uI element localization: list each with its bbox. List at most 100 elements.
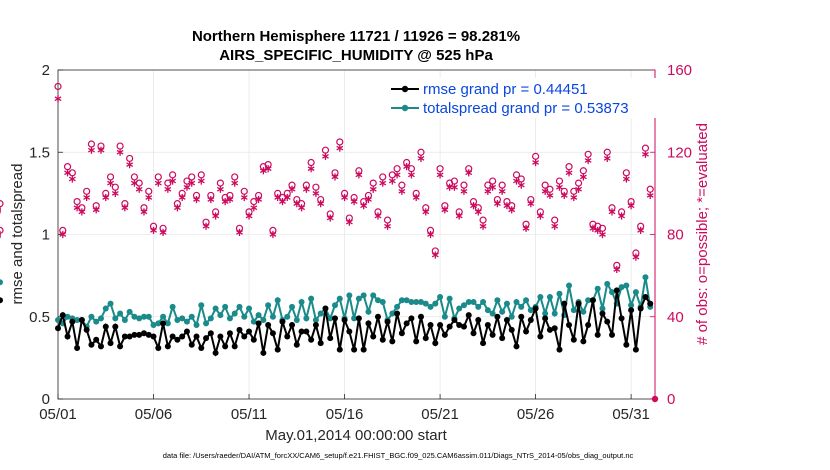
obs-evaluated-point [522, 224, 530, 232]
rmse-point [155, 345, 162, 352]
totalspread-point [422, 300, 429, 307]
asterisk-stroke [546, 193, 554, 198]
obs-evaluated-point [431, 251, 439, 259]
obs-evaluated-point [279, 198, 286, 206]
asterisk-stroke [608, 209, 616, 215]
asterisk-stroke [173, 205, 181, 211]
obs-evaluated-point [102, 193, 110, 202]
rmse-point [460, 323, 467, 330]
obs-evaluated-point [551, 222, 559, 230]
totalspread-point [222, 303, 229, 310]
totalspread-point [93, 318, 100, 325]
rmse-point [250, 336, 257, 343]
obs-evaluated-point [599, 230, 606, 239]
asterisk-stroke [154, 180, 162, 186]
totalspread-point [332, 302, 339, 309]
totalspread-point [169, 303, 176, 310]
totalspread-point [623, 282, 630, 289]
asterisk-stroke [298, 205, 306, 211]
totalspread-point [126, 308, 133, 315]
asterisk-stroke [431, 252, 439, 258]
asterisk-stroke [622, 176, 630, 182]
rmse-point [93, 336, 100, 343]
obs-evaluated-point [470, 202, 477, 210]
obs-evaluated-point [269, 230, 277, 239]
obs-evaluated-point [417, 154, 425, 163]
rmse-point [298, 328, 305, 335]
obs-evaluated-point [183, 183, 191, 191]
totalspread-point [351, 315, 358, 322]
rmse-point [222, 343, 229, 350]
x-axis-label: May.01,2014 00:00:00 start [265, 427, 447, 444]
totalspread-point [136, 315, 143, 322]
asterisk-stroke [360, 203, 368, 209]
obs-evaluated-point [164, 185, 172, 193]
obs-evaluated-point [264, 165, 272, 173]
obs-evaluated-point [78, 208, 86, 216]
rmse-point [236, 326, 243, 333]
y-axis-label: rmse and totalspread [9, 164, 26, 305]
totalspread-point [284, 313, 291, 320]
rmse-point [499, 335, 506, 342]
rmse-point [489, 331, 496, 338]
obs-evaluated-point [618, 212, 626, 220]
obs-evaluated-point [317, 200, 325, 208]
rmse-point [513, 343, 520, 350]
obs-evaluated-point [422, 208, 430, 216]
asterisk-stroke [603, 156, 611, 161]
obs-evaluated-point [546, 191, 554, 200]
asterisk-stroke [479, 223, 487, 229]
totalspread-point [599, 305, 606, 312]
rmse-point [193, 333, 200, 340]
obs-evaluated-point [216, 185, 224, 193]
asterisk-stroke [68, 176, 76, 182]
obs-evaluated-point [154, 179, 162, 187]
totalspread-point [112, 315, 119, 322]
asterisk-stroke [388, 178, 396, 184]
rmse-point [609, 331, 616, 338]
obs-evaluated-point [508, 206, 516, 214]
rmse-point [556, 346, 563, 353]
legend-rmse-marker [401, 85, 409, 93]
asterisk-stroke [150, 228, 157, 233]
asterisk-stroke [364, 197, 372, 202]
rmse-point [465, 312, 472, 319]
asterisk-stroke [87, 147, 95, 153]
obs-possible-point [0, 200, 4, 208]
asterisk-stroke [565, 170, 573, 176]
asterisk-stroke [269, 232, 277, 237]
obs-evaluated-point [312, 189, 320, 197]
asterisk-stroke [441, 207, 449, 213]
rmse-point [140, 330, 147, 337]
rmse-point [628, 307, 635, 314]
obs-evaluated-point [584, 156, 592, 165]
obs-evaluated-point [197, 177, 205, 185]
line-series [0, 274, 654, 357]
asterisk-stroke [178, 195, 186, 200]
totalspread-point [417, 298, 424, 305]
totalspread-point [155, 320, 162, 327]
obs-evaluated-point [622, 175, 630, 183]
rmse-point [327, 335, 334, 342]
rmse-point [74, 345, 81, 352]
chart-title: Northern Hemisphere 11721 / 11926 = 98.2… [192, 28, 520, 45]
rmse-point [561, 300, 568, 307]
totalspread-point [470, 298, 477, 305]
rmse-point [484, 321, 491, 328]
legend: rmse grand pr = 0.44451 totalspread gran… [388, 78, 656, 118]
obs-evaluated-point [307, 165, 315, 173]
totalspread-point [480, 298, 487, 305]
obs-evaluated-point [250, 204, 258, 212]
asterisk-stroke [517, 182, 525, 188]
rmse-point [121, 333, 128, 340]
rmse-point [136, 331, 143, 338]
asterisk-stroke [412, 195, 420, 200]
x-tick-label: 05/26 [517, 406, 555, 423]
asterisk-stroke [255, 197, 263, 202]
asterisk-stroke [403, 164, 411, 170]
rmse-point [527, 317, 534, 324]
rmse-point [269, 330, 276, 337]
obs-evaluated-point [642, 150, 649, 158]
totalspread-point [437, 294, 444, 301]
rmse-point [0, 297, 3, 304]
